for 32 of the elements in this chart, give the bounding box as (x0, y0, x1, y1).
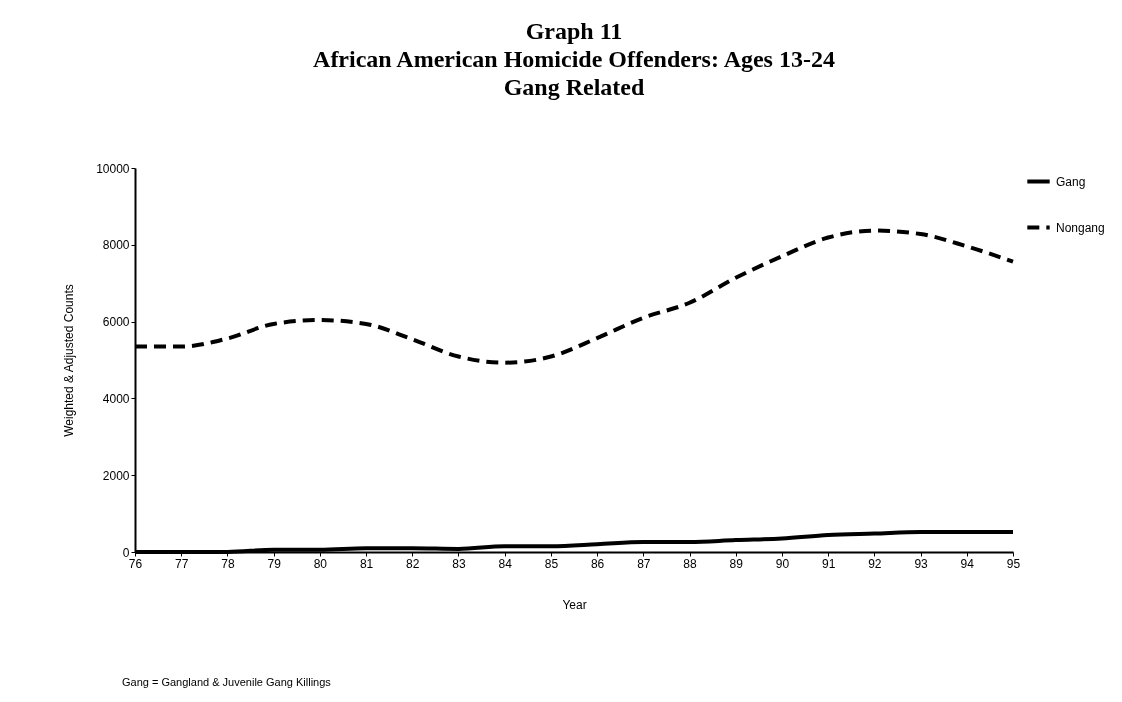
x-tick-label: 92 (868, 556, 882, 571)
x-tick-label: 78 (221, 556, 235, 571)
x-tick-label: 79 (267, 556, 282, 571)
x-tick-label: 95 (1006, 556, 1021, 571)
x-tick-label: 82 (406, 556, 420, 571)
x-tick-label: 85 (544, 556, 559, 571)
x-tick-label: 90 (775, 556, 790, 571)
x-tick-label: 93 (914, 556, 929, 571)
legend-label: Gang (1056, 174, 1086, 189)
x-tick-label: 81 (359, 556, 374, 571)
y-tick-label: 10000 (96, 161, 130, 176)
y-tick-label: 8000 (102, 238, 130, 253)
text: Gang = Gangland & Juvenile Gang Killings (122, 676, 331, 688)
y-axis-title: Weighted & Adjusted Counts (62, 284, 77, 437)
chart-title: Graph 11 African American Homicide Offenders: Ages 13-24 Gang Related (313, 18, 835, 100)
legend-label: Nongang (1056, 220, 1105, 235)
x-tick-label: 83 (452, 556, 466, 571)
x-tick-label: 88 (683, 556, 698, 571)
x-tick-label: 91 (821, 556, 836, 571)
x-tick-label: 86 (590, 556, 605, 571)
x-tick-label: 80 (313, 556, 328, 571)
x-tick-label: 87 (637, 556, 651, 571)
x-tick-label: 76 (128, 556, 143, 571)
x-axis-title: Year (562, 597, 587, 612)
x-tick-label: 94 (960, 556, 975, 571)
x-tick-label: 84 (498, 556, 513, 571)
x-tick-label: 77 (175, 556, 189, 571)
y-tick-label: 4000 (102, 391, 130, 406)
y-tick-label: 6000 (102, 315, 130, 330)
y-tick-label: 2000 (102, 468, 130, 483)
y-tick-label: 0 (122, 545, 130, 560)
x-tick-label: 89 (729, 556, 744, 571)
